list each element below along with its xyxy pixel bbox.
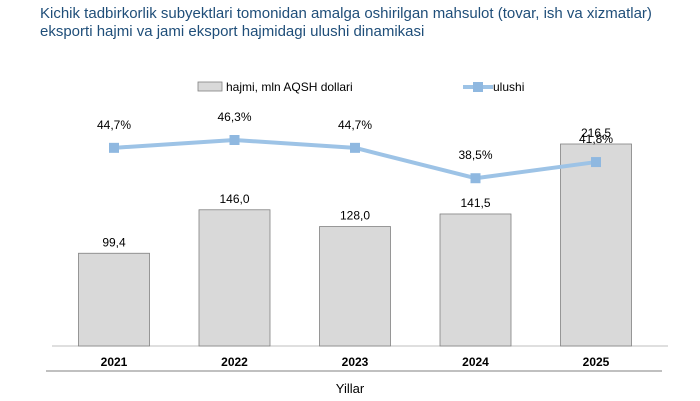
legend-label-share: ulushi <box>493 80 524 94</box>
x-tick-2025: 2025 <box>583 355 610 369</box>
bar-2023 <box>319 226 391 347</box>
x-tick-2023: 2023 <box>342 355 369 369</box>
chart-title: Kichik tadbirkorlik subyektlari tomonida… <box>40 5 652 40</box>
share-marker-2023 <box>350 142 360 153</box>
legend-swatch-volume <box>197 81 223 92</box>
bar-label-2022: 146,0 <box>219 192 249 206</box>
x-axis-title: Yillar <box>336 381 365 396</box>
share-marker-2025 <box>591 157 601 168</box>
bar-2025 <box>560 143 632 347</box>
share-marker-2021 <box>109 142 119 153</box>
legend-marker-share <box>473 82 483 92</box>
legend: hajmi, mln AQSH dollari ulushi <box>197 80 524 94</box>
x-tick-2021: 2021 <box>101 355 128 369</box>
share-label-2021: 44,7% <box>97 118 131 132</box>
x-tick-2022: 2022 <box>221 355 248 369</box>
bar-2022 <box>198 209 271 347</box>
share-marker-2024 <box>470 173 481 184</box>
share-label-2022: 46,3% <box>217 110 251 124</box>
share-label-2025: 41,8% <box>579 132 613 146</box>
bar-label-2021: 99,4 <box>102 235 126 249</box>
bar-label-2025: 216,5 <box>581 126 611 140</box>
bar-label-2023: 128,0 <box>340 209 370 223</box>
share-marker-2022 <box>229 135 240 145</box>
share-label-2024: 38,5% <box>458 148 492 162</box>
bar-2024 <box>439 213 512 347</box>
legend-label-volume: hajmi, mln AQSH dollari <box>226 80 353 94</box>
x-tick-2024: 2024 <box>462 355 489 369</box>
bar-label-2024: 141,5 <box>460 196 490 210</box>
share-label-2023: 44,7% <box>338 118 372 132</box>
bar-2021 <box>78 252 150 347</box>
